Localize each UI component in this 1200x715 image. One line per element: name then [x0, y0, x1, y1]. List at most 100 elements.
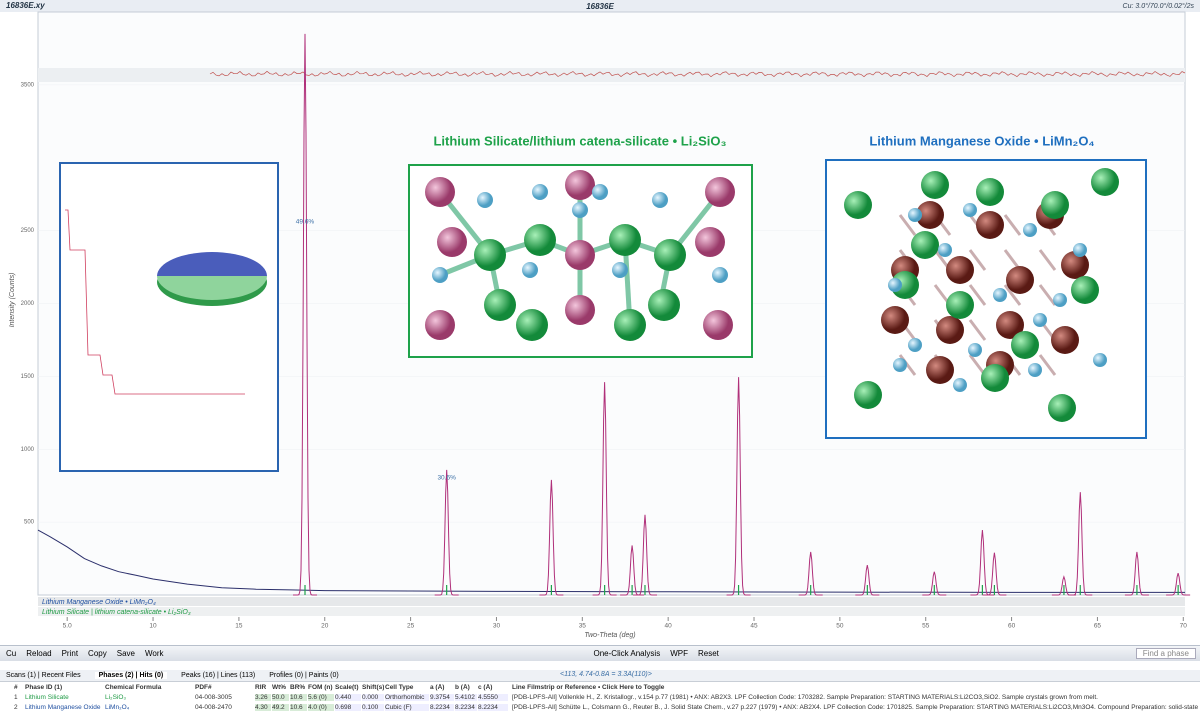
- bond: [968, 284, 987, 306]
- structure-title: Lithium Manganese Oxide • LiMn₂O₄: [869, 133, 1094, 148]
- atom: [1006, 266, 1034, 294]
- table-cell: 9.3754: [430, 694, 454, 701]
- phase-strip-label: Lithium Silicate | lithium catena-silica…: [42, 609, 191, 616]
- atom: [1071, 276, 1099, 304]
- atom: [891, 271, 919, 299]
- structure-title: Lithium Silicate/lithium catena-silicate…: [433, 133, 726, 148]
- atom: [614, 309, 646, 341]
- atom: [1041, 191, 1069, 219]
- peak: [434, 469, 459, 596]
- atom: [425, 310, 455, 340]
- atom: [981, 364, 1009, 392]
- x-tick-label: 20: [321, 623, 329, 630]
- tab[interactable]: Peaks (16) | Lines (113): [181, 672, 256, 679]
- table-cell: Orthorhombic: [385, 694, 429, 701]
- atom: [612, 262, 628, 278]
- atom: [908, 208, 922, 222]
- atom: [1093, 353, 1107, 367]
- table-cell: 49.2: [272, 704, 289, 711]
- bond: [898, 214, 917, 236]
- table-cell: 0.440: [335, 694, 361, 701]
- table-cell: 3.26: [255, 694, 271, 701]
- table-cell: 4.30: [255, 704, 271, 711]
- y-tick-label: 500: [24, 520, 35, 526]
- y-tick-label: 2500: [21, 228, 35, 234]
- phase-strip-label: Lithium Manganese Oxide • LiMn₂O₄: [42, 599, 156, 606]
- peak: [539, 479, 564, 596]
- tab[interactable]: Profiles (0) | Paints (0): [269, 672, 339, 679]
- atom: [703, 310, 733, 340]
- y-tick-label: 3500: [21, 82, 35, 88]
- table-cell: 0.000: [362, 694, 384, 701]
- table-cell: LiMn₂O₄: [105, 704, 130, 711]
- toolbar-button[interactable]: Save: [116, 649, 135, 658]
- atom: [432, 267, 448, 283]
- y-tick-label: 1000: [21, 447, 35, 453]
- atom: [1048, 394, 1076, 422]
- atom: [963, 203, 977, 217]
- table-cell: 5.4102: [455, 694, 477, 701]
- column-header: c (Å): [478, 684, 493, 691]
- toolbar-button[interactable]: One-Click Analysis: [593, 649, 661, 658]
- column-header: BR%: [290, 684, 306, 691]
- peak: [592, 382, 617, 596]
- column-header: b (Å): [455, 684, 470, 691]
- atom: [968, 343, 982, 357]
- atom: [695, 227, 725, 257]
- column-header: Scale(t): [335, 684, 359, 691]
- column-header: Cell Type: [385, 684, 414, 691]
- atom: [893, 358, 907, 372]
- phase-strip: [38, 607, 1185, 616]
- atom: [565, 240, 595, 270]
- x-tick-label: 50: [836, 623, 844, 630]
- toolbar-button[interactable]: Reset: [697, 649, 719, 658]
- atom: [532, 184, 548, 200]
- atom: [1061, 251, 1089, 279]
- difference-curve: [209, 70, 1186, 78]
- phase-table: # Phase ID (1) Chemical Formula PDF# RIR Wt% B…: [0, 683, 1200, 715]
- inset-curve: [65, 209, 245, 395]
- toolbar-button[interactable]: Reload: [26, 649, 52, 658]
- atom: [844, 191, 872, 219]
- toolbar-button[interactable]: Work: [144, 649, 164, 658]
- x-tick-label: 10: [149, 623, 157, 630]
- atom: [1011, 331, 1039, 359]
- toolbar-button[interactable]: Print: [61, 649, 79, 658]
- bond: [1003, 214, 1022, 236]
- toolbar-button[interactable]: Find a phase: [1135, 648, 1196, 659]
- atom: [1091, 168, 1119, 196]
- tab[interactable]: Scans (1) | Recent Files: [6, 672, 81, 679]
- column-header: Wt%: [272, 684, 287, 691]
- atom: [516, 309, 548, 341]
- column-header: Phase ID (1): [25, 684, 63, 691]
- x-tick-label: 60: [1008, 623, 1016, 630]
- scan-title: 16836E: [586, 2, 614, 11]
- x-tick-label: 40: [665, 623, 673, 630]
- atom: [648, 289, 680, 321]
- column-header: PDF#: [195, 684, 212, 691]
- bond: [898, 354, 917, 376]
- tab[interactable]: Phases (2) | Hits (0): [94, 672, 168, 679]
- peak: [1166, 572, 1191, 596]
- x-tick-label: 45: [750, 623, 758, 630]
- table-cell[interactable]: Lithium Manganese Oxide: [25, 704, 101, 711]
- pie-slice: [157, 276, 267, 300]
- table-cell: 2: [14, 704, 18, 711]
- toolbar-button[interactable]: WPF: [670, 649, 688, 658]
- column-header: Line Filmstrip or Reference • Click Here…: [512, 684, 665, 691]
- table-cell: 0.698: [335, 704, 361, 711]
- column-header: RIR: [255, 684, 267, 691]
- table-cell: [PDB-LPFS-All] Vollenkle H., Z. Kristall…: [512, 694, 1098, 701]
- atom: [437, 227, 467, 257]
- table-cell: [PDB-LPFS-All] Schütte L., Colsmann G., …: [512, 704, 1200, 711]
- atom: [477, 192, 493, 208]
- atom: [484, 289, 516, 321]
- table-cell[interactable]: Lithium Silicate: [25, 694, 69, 701]
- table-cell: 8.2234: [478, 704, 508, 711]
- atom: [425, 177, 455, 207]
- toolbar-button[interactable]: Cu: [6, 649, 17, 658]
- atom: [938, 243, 952, 257]
- file-tab[interactable]: 16836E.xy: [6, 1, 45, 10]
- x-tick-label: 15: [235, 623, 243, 630]
- toolbar-button[interactable]: Copy: [88, 649, 107, 658]
